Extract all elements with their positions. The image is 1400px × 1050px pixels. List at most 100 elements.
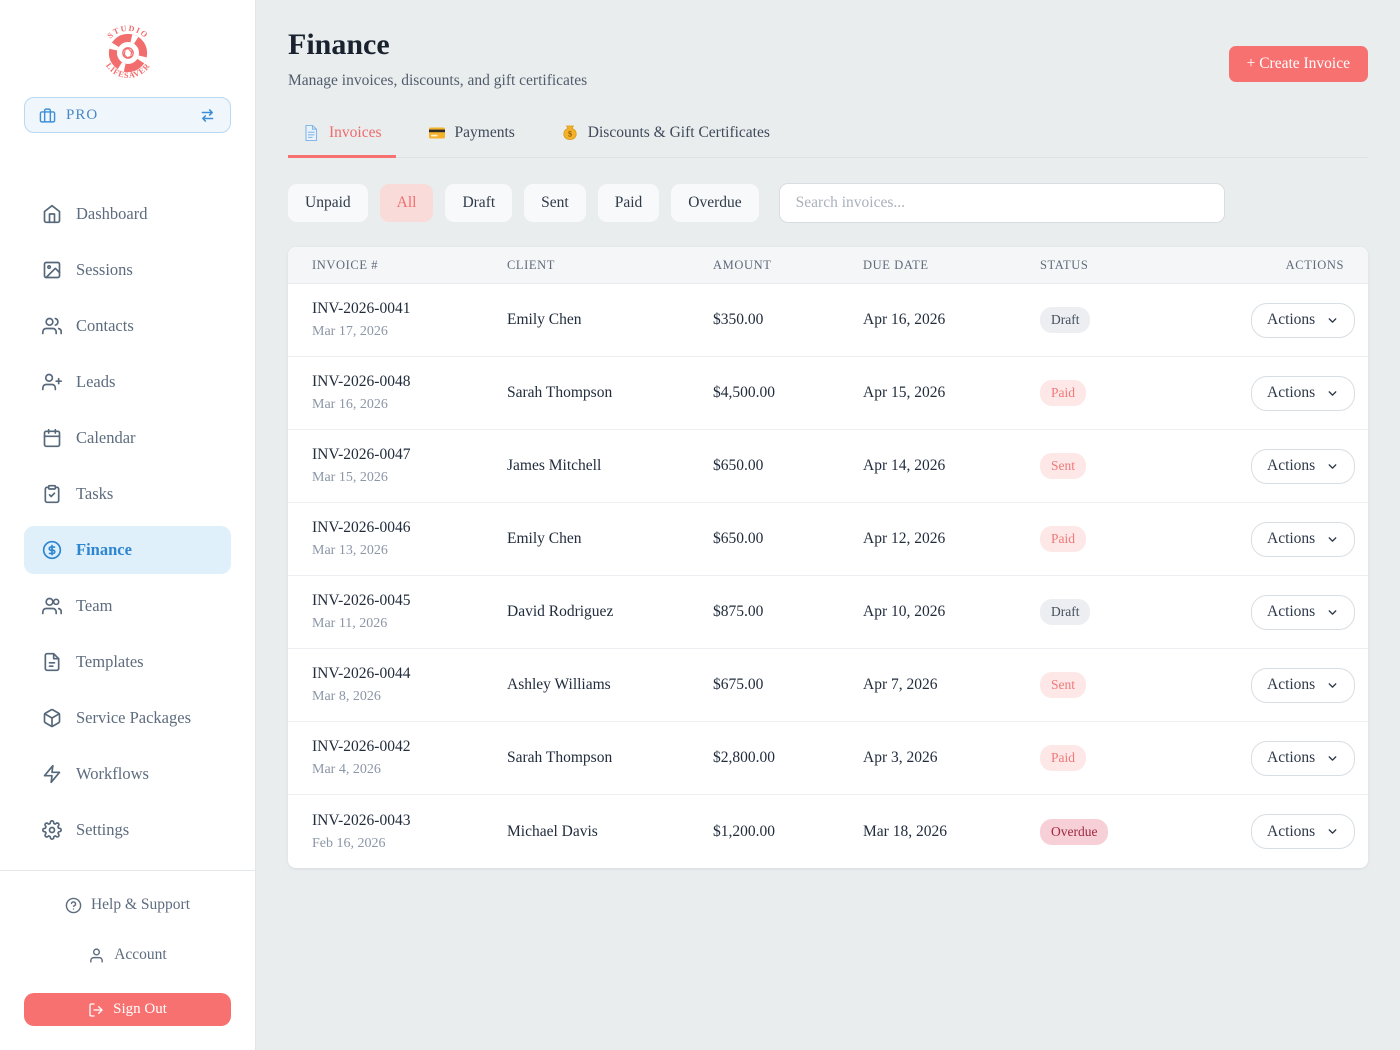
package-icon [43,708,61,728]
file-icon [44,652,60,672]
table-row[interactable]: INV-2026-0042 Mar 4, 2026 Sarah Thompson… [288,722,1368,795]
sidebar-item-settings[interactable]: Settings [24,806,231,854]
actions-dropdown-button[interactable]: Actions [1251,302,1356,338]
filter-paid[interactable]: Paid [597,184,660,222]
table-row[interactable]: INV-2026-0044 Mar 8, 2026 Ashley William… [288,649,1368,722]
invoice-number: INV-2026-0041 [312,300,411,317]
home-icon [43,204,61,224]
actions-dropdown-button[interactable]: Actions [1251,521,1356,557]
status-cell: Overdue [1040,818,1251,845]
sidebar-item-templates[interactable]: Templates [24,638,231,686]
tab-invoices[interactable]: Invoices [288,114,396,158]
column-header-amount: AMOUNT [713,257,772,272]
sidebar-item-team[interactable]: Team [24,582,231,630]
status-cell: Paid [1040,745,1251,771]
actions-dropdown-button[interactable]: Actions [1251,594,1356,630]
sidebar-item-dashboard[interactable]: Dashboard [24,190,231,238]
log-out-icon [89,1002,103,1017]
filter-sent[interactable]: Sent [524,184,586,222]
tab-payments[interactable]: Payments [414,114,529,158]
money-bag-icon: $ [563,125,577,140]
invoice-number-cell: INV-2026-0047 Mar 15, 2026 [312,446,507,486]
invoice-number-cell: INV-2026-0048 Mar 16, 2026 [312,373,507,413]
invoice-date: Mar 8, 2026 [312,689,381,704]
filter-all[interactable]: All [379,184,434,222]
column-header-client: CLIENT [507,257,556,272]
switch-plan-icon[interactable] [199,107,216,124]
status-cell: Sent [1040,453,1251,479]
document-icon [305,124,318,142]
chevron-down-icon [1328,463,1337,469]
invoice-date: Mar 13, 2026 [312,543,388,558]
status-cell: Draft [1040,307,1251,333]
tab-discounts-gift-certificates[interactable]: $ Discounts & Gift Certificates [547,114,784,158]
invoice-number: INV-2026-0042 [312,738,411,755]
table-row[interactable]: INV-2026-0048 Mar 16, 2026 Sarah Thompso… [288,357,1368,430]
table-row[interactable]: INV-2026-0043 Feb 16, 2026 Michael Davis… [288,795,1368,868]
client-cell: Emily Chen [507,530,582,547]
actions-dropdown-button[interactable]: Actions [1251,448,1356,484]
search-input[interactable] [778,183,1225,223]
sign-out-button[interactable]: Sign Out [24,993,231,1026]
sidebar-item-label: Leads [76,372,116,391]
actions-dropdown-button[interactable]: Actions [1251,375,1356,411]
filter-unpaid[interactable]: Unpaid [288,184,368,222]
invoice-number-cell: INV-2026-0044 Mar 8, 2026 [312,665,507,705]
chevron-down-icon [1328,755,1337,761]
column-header-due-date: DUE DATE [863,257,929,272]
invoice-number-cell: INV-2026-0045 Mar 11, 2026 [312,592,507,632]
actions-cell: Actions [1251,521,1356,557]
actions-dropdown-button[interactable]: Actions [1251,667,1356,703]
table-row[interactable]: INV-2026-0045 Mar 11, 2026 David Rodrigu… [288,576,1368,649]
tab-label: Invoices [329,124,382,141]
actions-cell: Actions [1251,594,1356,630]
status-badge: Overdue [1040,818,1109,845]
table-row[interactable]: INV-2026-0041 Mar 17, 2026 Emily Chen $3… [288,284,1368,357]
invoice-number-cell: INV-2026-0043 Feb 16, 2026 [312,812,507,852]
sidebar-item-label: Templates [76,652,144,671]
due-date-cell: Mar 18, 2026 [863,822,947,840]
account-link[interactable]: Account [24,943,231,967]
status-cell: Draft [1040,599,1251,625]
user-plus-icon [42,373,62,391]
filter-draft[interactable]: Draft [445,184,513,222]
filter-overdue[interactable]: Overdue [671,184,759,222]
actions-dropdown-button[interactable]: Actions [1251,814,1356,849]
actions-cell: Actions [1251,375,1356,411]
create-invoice-button[interactable]: + Create Invoice [1228,46,1368,82]
status-badge: Sent [1040,672,1087,698]
table-row[interactable]: INV-2026-0046 Mar 13, 2026 Emily Chen $6… [288,503,1368,576]
sidebar-item-sessions[interactable]: Sessions [24,246,231,294]
sidebar-item-label: Tasks [76,484,114,503]
invoice-date: Mar 15, 2026 [312,470,388,485]
sidebar-item-tasks[interactable]: Tasks [24,470,231,518]
due-date-cell: Apr 12, 2026 [863,530,946,547]
client-cell: Sarah Thompson [507,749,613,766]
user-icon [90,947,104,963]
sidebar-item-contacts[interactable]: Contacts [24,302,231,350]
invoice-number: INV-2026-0048 [312,373,411,390]
invoice-date: Feb 16, 2026 [312,835,386,851]
sidebar-item-workflows[interactable]: Workflows [24,750,231,798]
help-support-link[interactable]: Help & Support [24,893,231,917]
actions-dropdown-button[interactable]: Actions [1251,740,1356,776]
sidebar-item-label: Sessions [76,260,133,279]
sidebar-item-label: Workflows [76,764,149,783]
invoice-number: INV-2026-0045 [312,592,411,609]
amount-cell: $350.00 [713,311,764,328]
account-label: Account [114,946,167,963]
sidebar-item-leads[interactable]: Leads [24,358,231,406]
sidebar-nav: Dashboard Sessions Contacts Leads Calend… [0,190,255,862]
due-date-cell: Apr 3, 2026 [863,749,938,766]
plan-badge[interactable]: PRO [24,97,231,133]
column-header-status: STATUS [1040,257,1089,272]
chevron-down-icon [1328,609,1337,615]
sidebar-item-finance[interactable]: Finance [24,526,231,574]
client-cell: Ashley Williams [507,676,611,693]
status-badge: Draft [1040,599,1091,625]
sidebar-item-label: Finance [76,540,132,559]
table-row[interactable]: INV-2026-0047 Mar 15, 2026 James Mitchel… [288,430,1368,503]
sidebar-item-service-packages[interactable]: Service Packages [24,694,231,742]
sidebar-item-calendar[interactable]: Calendar [24,414,231,462]
status-cell: Paid [1040,380,1251,406]
